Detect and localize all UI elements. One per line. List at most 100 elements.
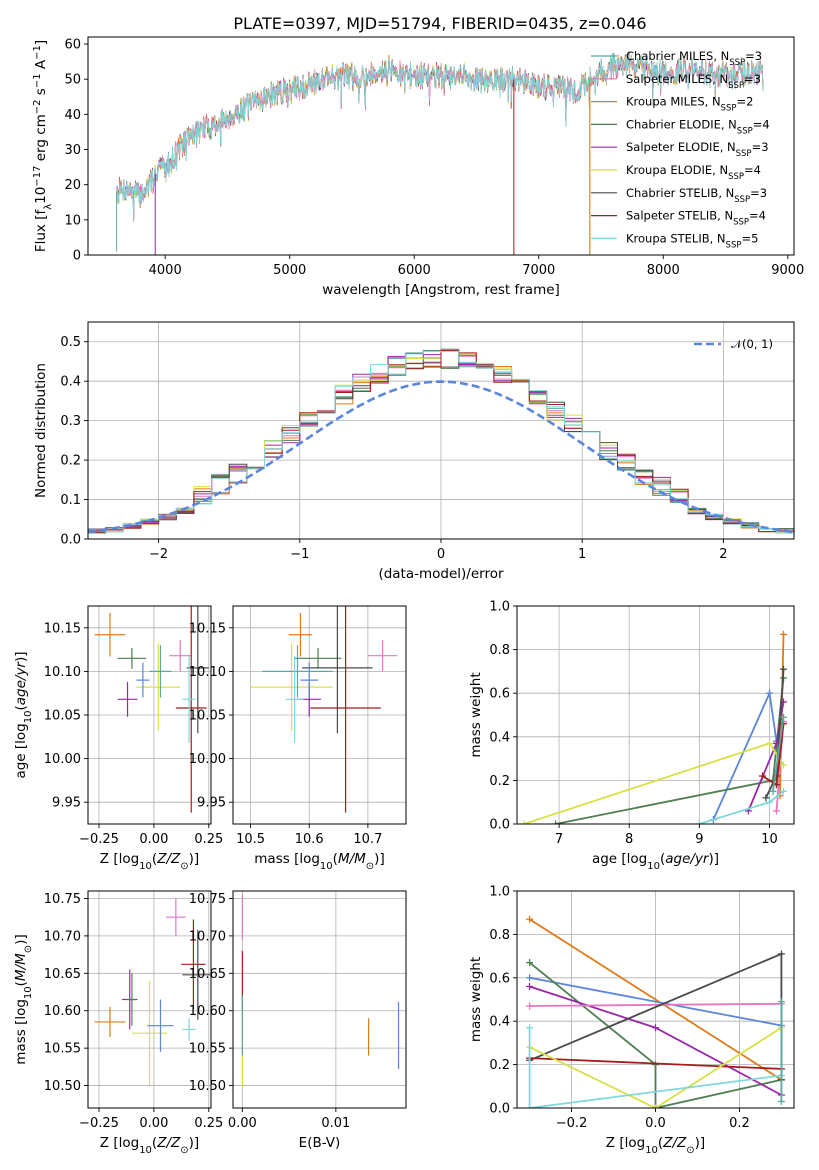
x-tick-label: −1: [290, 547, 309, 562]
data-point: [182, 929, 211, 1020]
panel-age-vs-mass: 10.5 10.6 10.7 9.95 10.00 10.05 10.10 10.15 mass…: [189, 605, 407, 872]
y-tick-label: 10.10: [44, 665, 81, 680]
y-tick-label: 0.4: [60, 375, 81, 390]
data-point: [169, 640, 192, 672]
weight-series-7: [758, 720, 787, 789]
y-tick-label: 0.5: [60, 335, 81, 350]
data-point: [149, 645, 172, 698]
x-axis-label: age [log10(age/yr)]: [592, 851, 719, 872]
data-point: [165, 898, 186, 936]
plot-area-mass-vs-Z: [88, 891, 211, 1108]
x-tick-label: 10.7: [353, 832, 382, 847]
y-tick-label: 10.75: [189, 892, 226, 907]
weight-series-8: [695, 787, 787, 824]
y-tick-label: 0.0: [489, 1102, 510, 1117]
y-tick-label: 0.2: [489, 1058, 510, 1073]
y-tick-label: 60: [64, 38, 81, 53]
y-tick-label: 10.70: [189, 929, 226, 944]
normal-curve: [88, 380, 794, 534]
x-axis-label: E(B-V): [299, 1135, 341, 1151]
weight-line: [529, 1002, 782, 1007]
axes-frame: [516, 890, 795, 1109]
axes-frame: [232, 890, 407, 1109]
y-tick-label: 20: [64, 178, 81, 193]
axes-frame: [87, 605, 212, 825]
y-tick-label: 50: [64, 73, 81, 88]
y-tick-label: 0.0: [60, 533, 81, 548]
data-point: [147, 999, 174, 1052]
weight-line: [529, 1026, 782, 1108]
y-tick-label: 10.00: [44, 752, 81, 767]
data-point: [117, 647, 147, 669]
y-tick-label: 10.15: [189, 621, 226, 636]
data-point: [302, 606, 373, 734]
y-tick-label: 10.00: [189, 752, 226, 767]
y-tick-label: 1.0: [489, 600, 510, 615]
y-tick-label: 10.55: [189, 1042, 226, 1057]
data-point: [250, 643, 333, 731]
data-point: [136, 662, 150, 698]
y-axis-label: age [log10(age/yr)]: [13, 651, 34, 778]
legend-entry: 𝒩(0, 1): [731, 337, 773, 351]
y-tick-label: 10.15: [44, 621, 81, 636]
x-axis-label: mass [log10(M/M⊙)]: [254, 851, 384, 872]
data-point: [94, 612, 126, 657]
data-point: [186, 606, 209, 734]
plot-area-mass-vs-EBV: [233, 891, 406, 1108]
series-line-8: [116, 52, 764, 220]
plot-area-age-vs-mass: [233, 606, 406, 824]
y-axis-label: mass weight: [468, 957, 484, 1042]
x-tick-label: 9: [695, 832, 703, 847]
legend-entry: Salpeter STELIB, NSSP=4: [626, 209, 766, 228]
y-tick-label: 0.3: [60, 414, 81, 429]
legend-entry: Chabrier ELODIE, NSSP=4: [626, 117, 770, 136]
x-tick-label: 0.25: [194, 1116, 223, 1131]
y-tick-label: 10.65: [189, 967, 226, 982]
plot-area-weight-vs-age: [517, 606, 794, 824]
weight-line: [529, 918, 782, 1081]
legend-entry: Kroupa MILES, NSSP=2: [626, 95, 753, 114]
x-tick-label: 9000: [771, 263, 804, 278]
x-tick-label: 0.25: [194, 832, 223, 847]
y-tick-label: 0.2: [489, 774, 510, 789]
x-tick-label: 0.01: [321, 1116, 350, 1131]
y-tick-label: 10.70: [44, 929, 81, 944]
panel-mass-vs-EBV: 0.00 0.01 10.50 10.55 10.60 10.65 10.70 10.75 E(…: [189, 890, 407, 1151]
y-tick-label: 10: [64, 213, 81, 228]
data-point: [285, 655, 304, 743]
data-point: [181, 919, 206, 1010]
legend: Chabrier MILES, NSSP=3 Salpeter MILES, NS…: [591, 49, 770, 250]
weight-series-9: [777, 998, 785, 1105]
x-axis-label: (data-model)/error: [378, 566, 504, 582]
y-axis-label: mass [log10(M/M⊙)]: [13, 934, 34, 1064]
y-tick-label: 10.50: [44, 1079, 81, 1094]
y-tick-label: 0.0: [489, 818, 510, 833]
x-tick-label: −0.25: [79, 832, 119, 847]
plot-area-residuals: [88, 322, 794, 539]
y-tick-label: 0: [73, 249, 81, 264]
panel-age-vs-Z: −0.25 0.00 0.25 9.95 10.00 10.05 10.10 10.15 Z […: [13, 605, 223, 872]
data-point: [131, 980, 168, 1086]
y-axis-label: Flux [fλ10−17 erg cm−2 s−1 A−1]: [32, 40, 54, 252]
y-tick-label: 10.60: [44, 1004, 81, 1019]
x-tick-label: 0.0: [645, 1116, 666, 1131]
panel-mass-vs-Z: −0.25 0.00 0.25 10.50 10.55 10.60 10.65 10.70 10…: [13, 890, 223, 1156]
y-tick-label: 9.95: [197, 796, 226, 811]
x-tick-label: 10: [761, 832, 778, 847]
y-tick-label: 0.8: [489, 928, 510, 943]
weight-line: [529, 976, 782, 1027]
axes-frame: [87, 890, 212, 1109]
y-tick-label: 30: [64, 143, 81, 158]
y-tick-label: 10.75: [44, 892, 81, 907]
y-tick-label: 10.05: [189, 709, 226, 724]
x-tick-label: 6000: [398, 263, 431, 278]
y-tick-label: 0.4: [489, 1015, 510, 1030]
data-point: [94, 1006, 126, 1037]
axes-frame: [87, 36, 795, 256]
plot-area-weight-vs-Z: [517, 891, 794, 1108]
y-tick-label: 10.05: [44, 709, 81, 724]
data-point: [175, 606, 207, 813]
panel-residuals: −2 −1 0 1 2 0.0 0.1 0.2 0.3 0.4 0.5 𝒩(0, 1) (data-mo…: [33, 321, 795, 582]
x-tick-label: −2: [149, 547, 168, 562]
y-tick-label: 10.55: [44, 1042, 81, 1057]
